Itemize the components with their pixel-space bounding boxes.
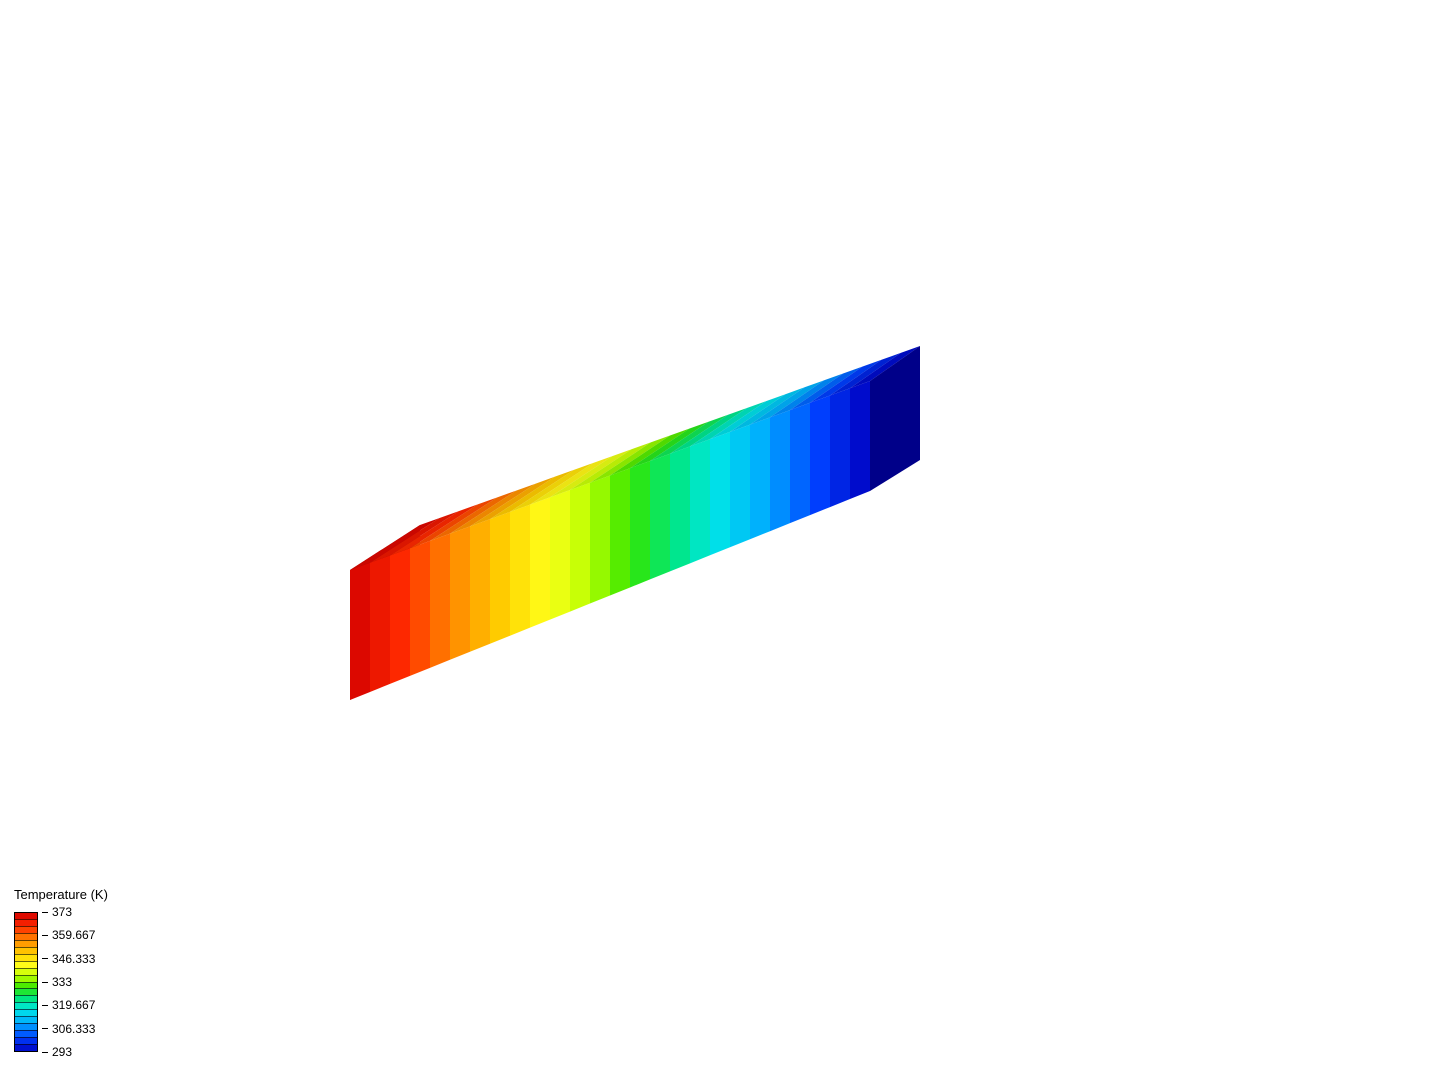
legend-color-seg — [15, 982, 37, 989]
bar-front-seg — [590, 476, 610, 604]
legend-tick-label: 346.333 — [52, 952, 95, 966]
legend-color-seg — [15, 940, 37, 947]
bar-front-seg — [850, 381, 870, 499]
bar-front-seg — [570, 483, 590, 612]
legend-color-seg — [15, 975, 37, 982]
legend-color-seg — [15, 1037, 37, 1044]
legend-tick-label: 333 — [52, 975, 72, 989]
legend-tick-label: 319.667 — [52, 998, 95, 1012]
legend-tick: 359.667 — [42, 928, 95, 942]
temperature-bar-3d — [0, 0, 1440, 1080]
bar-front-seg — [830, 388, 850, 507]
legend-tick: 373 — [42, 905, 72, 919]
legend-tick-label: 373 — [52, 905, 72, 919]
bar-front-seg — [470, 519, 490, 652]
legend-tick-label: 359.667 — [52, 928, 95, 942]
bar-front-seg — [510, 505, 530, 636]
legend-color-seg — [15, 933, 37, 940]
legend-color-seg — [15, 1002, 37, 1009]
bar-front-seg — [450, 526, 470, 659]
colorbar-legend: Temperature (K) 373 359.667 346.333 333 319.… — [14, 887, 112, 1052]
legend-color-bar — [14, 912, 38, 1052]
bar-front-seg — [550, 490, 570, 620]
legend-ticks: 373359.667346.333333319.667306.333293 — [42, 912, 112, 1052]
bar-front-seg — [790, 403, 810, 523]
legend-color-seg — [15, 947, 37, 954]
legend-color-seg — [15, 1009, 37, 1016]
bar-front-seg — [490, 512, 510, 644]
bar-front-seg — [710, 432, 730, 555]
legend-color-seg — [15, 954, 37, 961]
bar-front-seg — [770, 410, 790, 531]
legend-color-seg — [15, 926, 37, 933]
legend-title: Temperature (K) — [14, 887, 112, 902]
legend-tick: 346.333 — [42, 952, 95, 966]
legend-color-seg — [15, 968, 37, 975]
legend-tick: 306.333 — [42, 1022, 95, 1036]
bar-front-seg — [610, 468, 630, 595]
bar-front-seg — [430, 534, 450, 668]
legend-color-seg — [15, 1023, 37, 1030]
legend-tick: 333 — [42, 975, 72, 989]
legend-color-seg — [15, 961, 37, 968]
bar-front-seg — [750, 417, 770, 539]
bar-front-seg — [530, 497, 550, 627]
legend-color-seg — [15, 919, 37, 926]
bar-front-seg — [630, 461, 650, 588]
legend-color-seg — [15, 988, 37, 995]
bar-front-seg — [730, 425, 750, 548]
legend-tick-label: 293 — [52, 1045, 72, 1059]
legend-tick-label: 306.333 — [52, 1022, 95, 1036]
bar-front-seg — [410, 541, 430, 676]
legend-tick: 293 — [42, 1045, 72, 1059]
legend-color-seg — [15, 1016, 37, 1023]
bar-front-seg — [350, 563, 370, 700]
bar-front-seg — [390, 548, 410, 684]
bar-front-seg — [670, 446, 690, 571]
bar-front-seg — [690, 439, 710, 563]
bar-front-seg — [810, 396, 830, 516]
legend-tick: 319.667 — [42, 998, 95, 1012]
bar-front-seg — [650, 454, 670, 580]
legend-color-seg — [15, 995, 37, 1002]
bar-front-seg — [370, 555, 390, 692]
legend-color-seg — [15, 1030, 37, 1037]
legend-color-seg — [15, 1044, 37, 1051]
